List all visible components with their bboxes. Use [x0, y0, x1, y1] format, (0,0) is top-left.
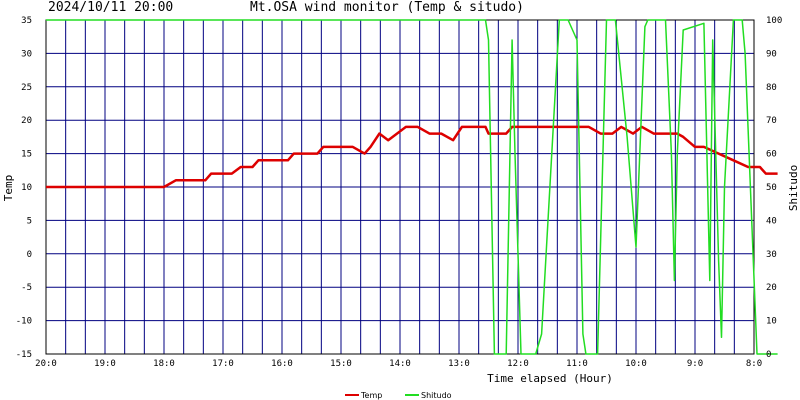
x-tick-label: 13:0 [448, 359, 470, 369]
y-tick-label-right: 0 [766, 350, 771, 360]
x-tick-label: 15:0 [330, 359, 352, 369]
series-line-shitudo [46, 19, 778, 355]
y-tick-label-left: 5 [27, 216, 32, 226]
y-tick-label-left: 10 [21, 183, 32, 193]
y-tick-label-right: 10 [766, 317, 777, 327]
y-tick-label-right: 90 [766, 49, 777, 59]
y-axis-label-left: Temp [2, 175, 15, 202]
x-tick-label: 12:0 [507, 359, 529, 369]
legend-label-shitudo: Shitudo [421, 391, 452, 400]
y-axis-label-right: Shitudo [787, 165, 800, 211]
y-tick-label-right: 70 [766, 116, 777, 126]
x-tick-label: 14:0 [389, 359, 411, 369]
legend: Temp Shitudo [345, 391, 452, 400]
chart-timestamp: 2024/10/11 20:00 [48, 0, 174, 15]
x-tick-label: 16:0 [271, 359, 293, 369]
x-tick-label: 10:0 [625, 359, 647, 369]
y-tick-label-right: 40 [766, 216, 777, 226]
x-tick-label: 11:0 [566, 359, 588, 369]
y-tick-label-left: -15 [16, 350, 32, 360]
y-tick-label-right: 60 [766, 150, 777, 160]
x-tick-label: 20:0 [35, 359, 57, 369]
x-tick-label: 8:0 [746, 359, 762, 369]
tick-labels: 35302520151050-5-10-15100908070605040302… [16, 16, 783, 369]
y-tick-label-right: 100 [766, 16, 782, 26]
y-tick-label-left: -10 [16, 317, 32, 327]
y-tick-label-left: -5 [21, 283, 32, 293]
chart-title: Mt.OSA wind monitor (Temp & situdo) [250, 0, 524, 15]
y-tick-label-left: 0 [27, 250, 32, 260]
y-tick-label-left: 30 [21, 49, 32, 59]
x-tick-label: 17:0 [212, 359, 234, 369]
x-tick-label: 19:0 [94, 359, 116, 369]
x-axis-label: Time elapsed (Hour) [487, 372, 613, 385]
y-tick-label-right: 80 [766, 83, 777, 93]
series-line-temp [46, 125, 778, 189]
y-tick-label-left: 35 [21, 16, 32, 26]
y-tick-label-left: 20 [21, 116, 32, 126]
x-tick-label: 18:0 [153, 359, 175, 369]
y-tick-label-left: 25 [21, 83, 32, 93]
y-tick-label-right: 30 [766, 250, 777, 260]
x-tick-label: 9:0 [687, 359, 703, 369]
y-tick-label-right: 20 [766, 283, 777, 293]
series-layer [46, 19, 778, 355]
legend-label-temp: Temp [360, 391, 382, 400]
y-tick-label-right: 50 [766, 183, 777, 193]
y-tick-label-left: 15 [21, 150, 32, 160]
